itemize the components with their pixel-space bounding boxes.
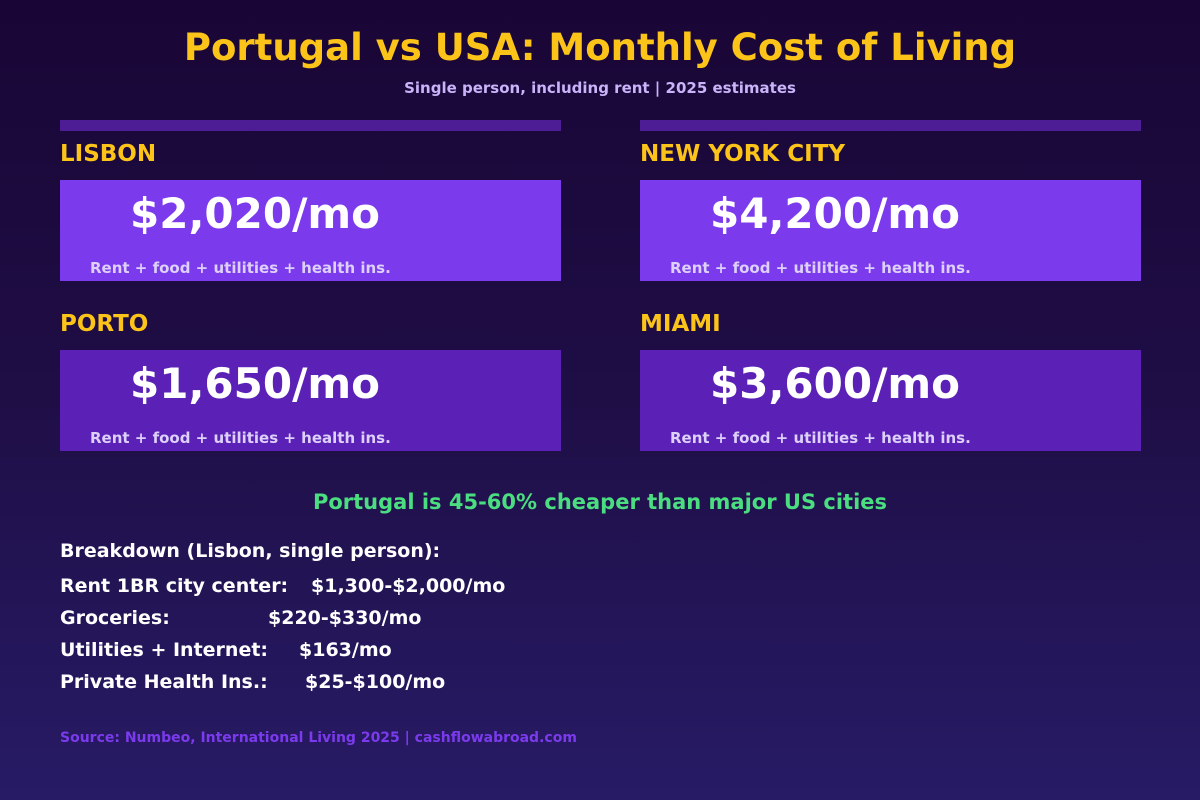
- cost-description: Rent + food + utilities + health ins.: [670, 429, 971, 447]
- cost-value: $2,020/mo: [130, 189, 381, 238]
- divider-bar-right: [640, 120, 1141, 131]
- breakdown-label: Utilities + Internet:: [60, 639, 269, 661]
- cost-value: $4,200/mo: [710, 189, 961, 238]
- cost-description: Rent + food + utilities + health ins.: [90, 259, 391, 277]
- city-name-porto: PORTO: [60, 311, 149, 337]
- breakdown-value: $220-$330/mo: [268, 607, 422, 629]
- cost-card-porto: $1,650/mo Rent + food + utilities + heal…: [60, 350, 561, 451]
- cost-description: Rent + food + utilities + health ins.: [90, 429, 391, 447]
- breakdown-row-health: Private Health Ins.: $25-$100/mo: [60, 671, 445, 693]
- source-footnote: Source: Numbeo, International Living 202…: [60, 730, 577, 746]
- cost-value: $3,600/mo: [710, 359, 961, 408]
- breakdown-label: Groceries:: [60, 607, 170, 629]
- cost-card-new-york: $4,200/mo Rent + food + utilities + heal…: [640, 180, 1141, 281]
- city-name-miami: MIAMI: [640, 311, 721, 337]
- divider-bar-left: [60, 120, 561, 131]
- breakdown-value: $25-$100/mo: [305, 671, 446, 693]
- breakdown-value: $163/mo: [299, 639, 392, 661]
- cost-description: Rent + food + utilities + health ins.: [670, 259, 971, 277]
- breakdown-label: Private Health Ins.:: [60, 671, 268, 693]
- breakdown-row-rent: Rent 1BR city center: $1,300-$2,000/mo: [60, 575, 505, 597]
- breakdown-label: Rent 1BR city center:: [60, 575, 289, 597]
- page-title: Portugal vs USA: Monthly Cost of Living: [183, 26, 1017, 69]
- cost-card-miami: $3,600/mo Rent + food + utilities + heal…: [640, 350, 1141, 451]
- breakdown-row-utilities: Utilities + Internet: $163/mo: [60, 639, 392, 661]
- page-subtitle: Single person, including rent | 2025 est…: [404, 79, 796, 97]
- breakdown-row-groceries: Groceries: $220-$330/mo: [60, 607, 421, 629]
- cost-card-lisbon: $2,020/mo Rent + food + utilities + heal…: [60, 180, 561, 281]
- city-name-new-york: NEW YORK CITY: [640, 141, 846, 167]
- breakdown-title: Breakdown (Lisbon, single person):: [60, 540, 441, 562]
- savings-highlight: Portugal is 45-60% cheaper than major US…: [312, 490, 888, 514]
- breakdown-value: $1,300-$2,000/mo: [311, 575, 506, 597]
- cost-value: $1,650/mo: [130, 359, 381, 408]
- city-name-lisbon: LISBON: [60, 141, 157, 167]
